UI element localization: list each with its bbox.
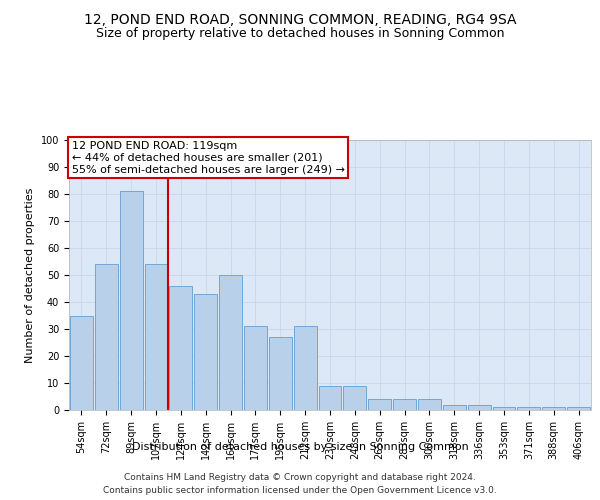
Bar [95,264,118,410]
Bar [145,264,167,410]
Bar [393,399,416,410]
Text: Contains HM Land Registry data © Crown copyright and database right 2024.: Contains HM Land Registry data © Crown c… [124,472,476,482]
Bar [443,404,466,410]
Bar [418,399,441,410]
Bar [368,399,391,410]
Bar [269,337,292,410]
Bar [219,275,242,410]
Text: 12 POND END ROAD: 119sqm
← 44% of detached houses are smaller (201)
55% of semi-: 12 POND END ROAD: 119sqm ← 44% of detach… [71,142,344,174]
Bar [194,294,217,410]
Y-axis label: Number of detached properties: Number of detached properties [25,188,35,362]
Bar [542,408,565,410]
Bar [319,386,341,410]
Text: Contains public sector information licensed under the Open Government Licence v3: Contains public sector information licen… [103,486,497,495]
Bar [244,326,267,410]
Bar [294,326,317,410]
Bar [493,408,515,410]
Text: Distribution of detached houses by size in Sonning Common: Distribution of detached houses by size … [131,442,469,452]
Bar [517,408,540,410]
Bar [468,404,491,410]
Bar [120,192,143,410]
Bar [70,316,93,410]
Text: 12, POND END ROAD, SONNING COMMON, READING, RG4 9SA: 12, POND END ROAD, SONNING COMMON, READI… [84,12,516,26]
Bar [169,286,192,410]
Bar [567,408,590,410]
Bar [343,386,366,410]
Text: Size of property relative to detached houses in Sonning Common: Size of property relative to detached ho… [96,28,504,40]
